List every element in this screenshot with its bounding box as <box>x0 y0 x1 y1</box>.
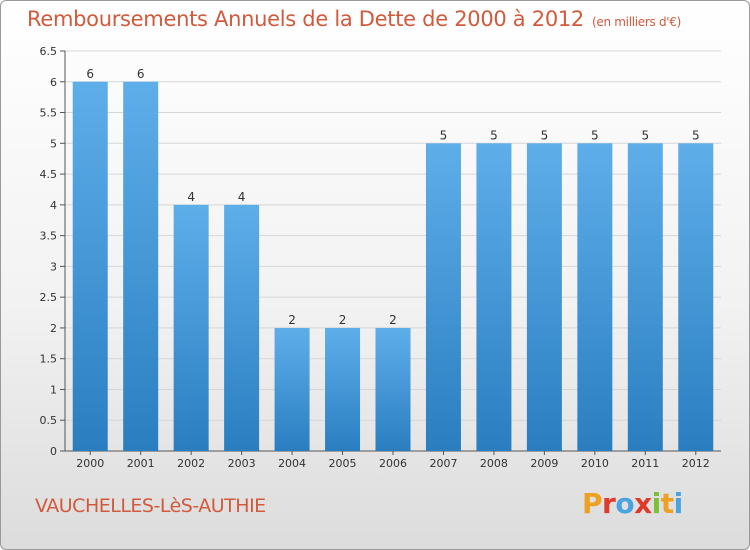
data-label: 6 <box>137 67 145 81</box>
proxiti-logo[interactable]: Proxiti <box>582 487 683 520</box>
logo-letter: x <box>634 487 652 520</box>
y-tick-label: 5 <box>50 137 57 150</box>
x-tick-label: 2000 <box>76 457 104 470</box>
data-label: 5 <box>641 128 649 142</box>
logo-letter: o <box>615 487 635 520</box>
logo-letter: P <box>582 487 603 520</box>
x-tick-label: 2010 <box>581 457 609 470</box>
bar <box>123 81 159 452</box>
x-tick-label: 2006 <box>379 457 407 470</box>
chart-title: Remboursements Annuels de la Dette de 20… <box>27 7 681 31</box>
x-tick-label: 2005 <box>329 457 357 470</box>
x-tick-label: 2009 <box>530 457 558 470</box>
chart-title-text: Remboursements Annuels de la Dette de 20… <box>27 7 584 31</box>
data-label: 2 <box>389 313 397 327</box>
y-tick-label: 5.5 <box>40 107 58 120</box>
y-tick-label: 6 <box>50 76 57 89</box>
data-label: 5 <box>440 128 448 142</box>
bar <box>72 81 108 452</box>
x-tick-label: 2011 <box>631 457 659 470</box>
logo-letter: t <box>660 487 674 520</box>
logo-letter: i <box>673 487 684 520</box>
data-label: 2 <box>288 313 296 327</box>
y-tick-label: 0.5 <box>40 414 58 427</box>
y-tick-label: 4.5 <box>40 168 58 181</box>
data-label: 6 <box>86 67 94 81</box>
bar <box>526 143 562 452</box>
bar <box>224 204 260 451</box>
x-tick-labels: 2000 2001 2002 2003 2004 2005 2006 2007 2008 2009… <box>76 457 710 470</box>
data-label: 5 <box>541 128 549 142</box>
y-tick-label: 1.5 <box>40 353 58 366</box>
x-tick-label: 2008 <box>480 457 508 470</box>
data-label: 5 <box>591 128 599 142</box>
y-tick-label: 6.5 <box>40 45 58 58</box>
bar <box>274 327 310 451</box>
bar <box>173 204 209 451</box>
logo-letter: r <box>602 487 616 520</box>
bar <box>375 327 411 451</box>
y-tick-label: 1 <box>50 383 57 396</box>
y-tick-label: 0 <box>50 445 57 458</box>
data-label: 5 <box>490 128 498 142</box>
data-label: 4 <box>238 190 246 204</box>
chart-unit: (en milliers d'€) <box>592 15 682 29</box>
x-tick-label: 2007 <box>429 457 457 470</box>
y-tick-label: 2 <box>50 322 57 335</box>
bar <box>476 143 512 452</box>
x-tick-label: 2012 <box>682 457 710 470</box>
y-tick-labels: 0 0.5 1 1.5 2 2.5 3 3.5 4 4.5 5 5.5 6 6.5 <box>40 45 58 458</box>
x-tick-label: 2001 <box>127 457 155 470</box>
bar <box>325 327 361 451</box>
x-tick-label: 2002 <box>177 457 205 470</box>
data-labels: 6 6 4 4 2 2 2 5 5 5 5 5 5 <box>86 67 699 327</box>
bar <box>627 143 663 452</box>
bars <box>72 81 714 452</box>
data-label: 5 <box>692 128 700 142</box>
bar <box>577 143 613 452</box>
x-tick-label: 2004 <box>278 457 306 470</box>
bar <box>678 143 714 452</box>
y-tick-label: 2.5 <box>40 291 58 304</box>
logo-letter: i <box>651 487 662 520</box>
y-tick-label: 3 <box>50 260 57 273</box>
y-tick-label: 4 <box>50 199 57 212</box>
data-label: 2 <box>339 313 347 327</box>
y-tick-label: 3.5 <box>40 230 58 243</box>
commune-name: VAUCHELLES-LèS-AUTHIE <box>35 495 266 517</box>
bar <box>425 143 461 452</box>
x-tick-label: 2003 <box>228 457 256 470</box>
data-label: 4 <box>187 190 195 204</box>
